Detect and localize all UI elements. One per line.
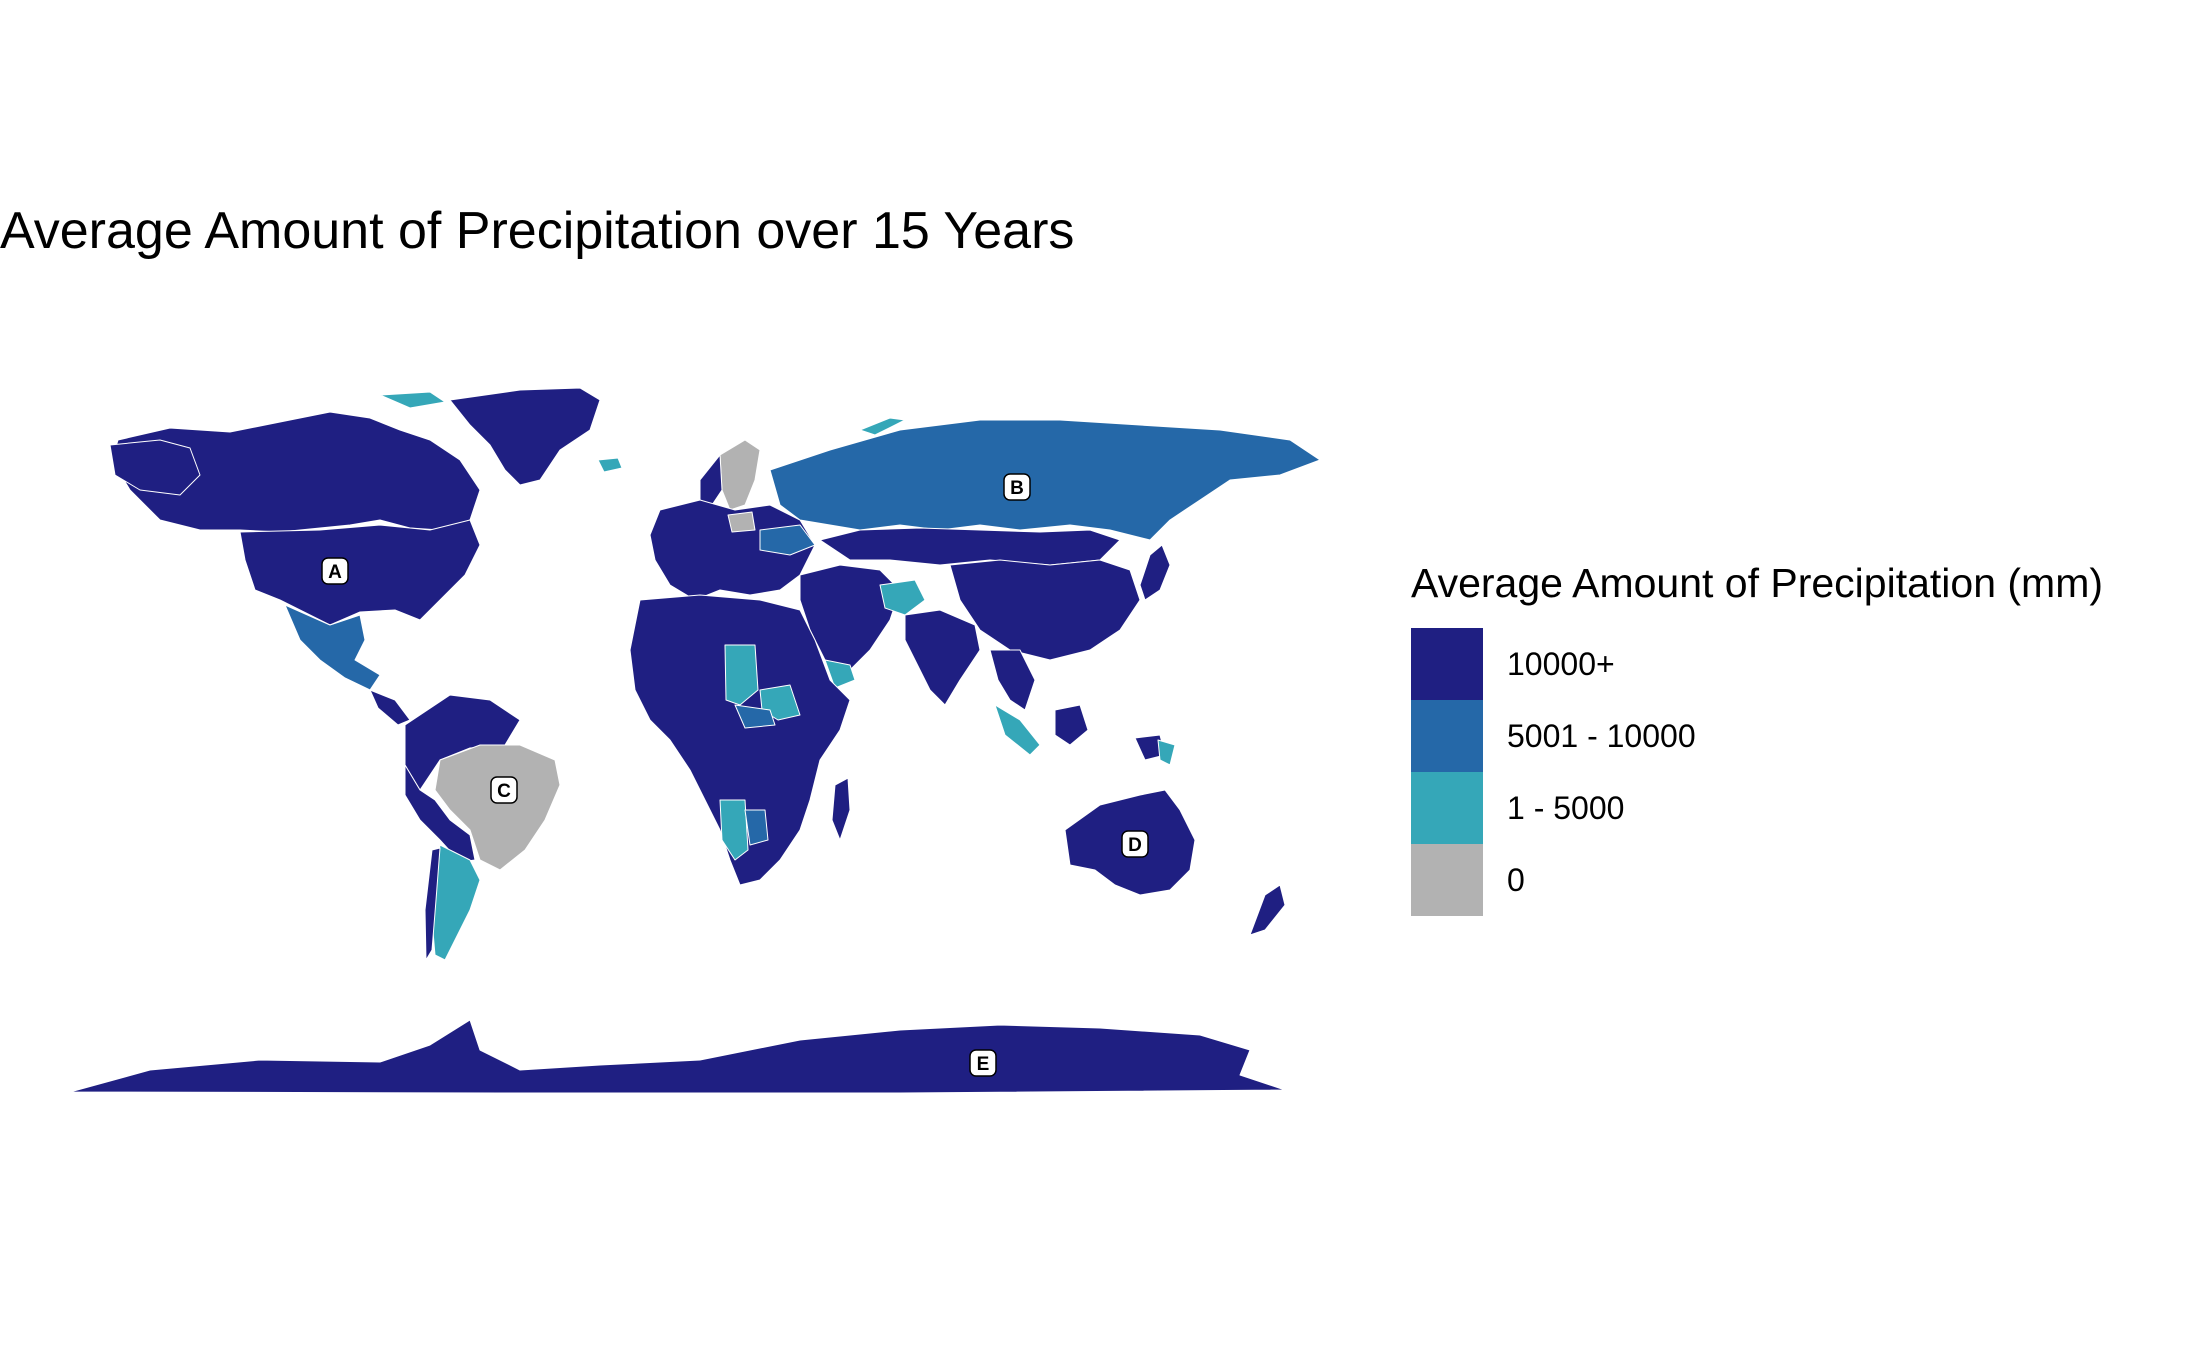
- country-borneo[interactable]: [1054, 704, 1089, 746]
- country-botswana[interactable]: [744, 809, 769, 846]
- legend-label: 10000+: [1507, 645, 1615, 682]
- marker-c: C: [490, 776, 518, 804]
- country-indonesia[interactable]: [994, 704, 1041, 756]
- svg-text:E: E: [977, 1054, 990, 1075]
- country-usa-alaska[interactable]: [109, 439, 201, 496]
- world-map: A B C D E: [69, 387, 1321, 1094]
- svg-text:A: A: [328, 562, 342, 583]
- legend-item: 0: [1411, 844, 2103, 916]
- country-greenland[interactable]: [449, 387, 601, 486]
- svg-text:B: B: [1010, 478, 1024, 499]
- legend-label: 0: [1507, 861, 1525, 898]
- country-brazil[interactable]: [434, 744, 561, 871]
- legend-label: 5001 - 10000: [1507, 717, 1696, 754]
- marker-a: A: [321, 557, 349, 585]
- country-southeast-asia[interactable]: [989, 649, 1036, 711]
- country-iceland[interactable]: [597, 457, 623, 473]
- country-chad[interactable]: [724, 644, 759, 706]
- country-europe[interactable]: [649, 499, 816, 601]
- legend-label: 1 - 5000: [1507, 789, 1625, 826]
- legend: Average Amount of Precipitation (mm) 100…: [1411, 563, 2103, 916]
- country-afghanistan[interactable]: [879, 579, 926, 616]
- legend-title: Average Amount of Precipitation (mm): [1411, 560, 2103, 606]
- country-namibia[interactable]: [719, 799, 749, 861]
- country-usa[interactable]: [239, 519, 481, 626]
- country-central-america[interactable]: [369, 689, 411, 726]
- country-russia[interactable]: [769, 419, 1321, 541]
- country-norway[interactable]: [699, 454, 723, 506]
- country-central-africa[interactable]: [734, 704, 776, 729]
- country-chile[interactable]: [424, 847, 441, 961]
- legend-swatch: [1411, 700, 1483, 772]
- country-png[interactable]: [1157, 739, 1176, 766]
- country-mexico[interactable]: [284, 604, 381, 691]
- country-new-zealand[interactable]: [1249, 884, 1286, 936]
- country-north-africa[interactable]: [629, 594, 851, 886]
- country-canada-arctic[interactable]: [379, 391, 446, 409]
- country-madagascar[interactable]: [831, 777, 851, 841]
- country-yemen[interactable]: [824, 659, 856, 689]
- legend-item: 5001 - 10000: [1411, 700, 2103, 772]
- legend-swatch: [1411, 844, 1483, 916]
- svg-text:C: C: [497, 781, 511, 802]
- marker-d: D: [1121, 830, 1149, 858]
- marker-e: E: [969, 1049, 997, 1077]
- legend-swatch: [1411, 772, 1483, 844]
- country-poland[interactable]: [727, 511, 756, 533]
- map-title: Average Amount of Precipitation over 15 …: [0, 202, 1075, 260]
- country-russia-arctic[interactable]: [859, 417, 906, 436]
- legend-item: 1 - 5000: [1411, 772, 2103, 844]
- country-ukraine[interactable]: [759, 524, 816, 556]
- legend-swatch: [1411, 628, 1483, 700]
- country-china[interactable]: [949, 559, 1141, 661]
- country-peru-bolivia[interactable]: [404, 764, 476, 863]
- marker-b: B: [1003, 473, 1031, 501]
- country-scandinavia[interactable]: [719, 439, 761, 511]
- country-antarctica[interactable]: [69, 1019, 1286, 1094]
- country-kazakhstan-mongolia[interactable]: [819, 527, 1121, 566]
- country-japan[interactable]: [1139, 544, 1171, 601]
- country-middle-east[interactable]: [799, 564, 901, 671]
- country-india[interactable]: [904, 609, 981, 706]
- legend-item: 10000+: [1411, 628, 2103, 700]
- svg-text:D: D: [1128, 835, 1142, 856]
